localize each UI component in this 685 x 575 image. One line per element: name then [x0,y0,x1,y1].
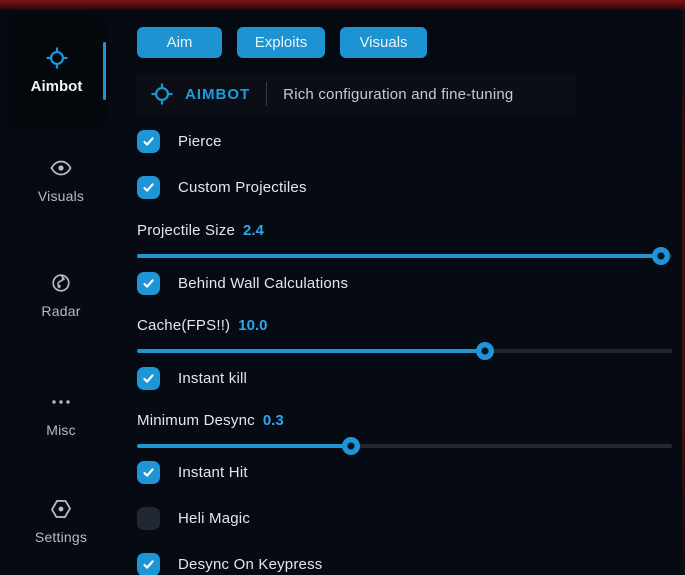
slider-label-row-cache-fps: Cache(FPS!!) 10.0 [137,317,267,335]
tab-exploits[interactable]: Exploits [237,27,325,58]
sidebar-item-aimbot[interactable]: Aimbot [8,14,105,127]
checkbox-row-heli-magic: Heli Magic [137,506,250,530]
checkbox-label: Heli Magic [178,509,251,527]
slider-track-cache-fps[interactable] [137,342,672,360]
slider-value: 0.3 [262,412,284,429]
checkbox-label: Behind Wall Calculations [178,274,349,292]
checkbox-heli-magic[interactable] [137,506,160,530]
sidebar-item-label: Aimbot [30,77,83,95]
sidebar-item-label: Misc [46,422,76,438]
checkbox-row-instant-kill: Instant kill [137,366,247,390]
slider-track-minimum-desync[interactable] [137,437,672,455]
slider-label: Cache(FPS!!) [137,317,231,334]
tab-visuals[interactable]: Visuals [340,27,427,58]
slider-fill [137,349,485,353]
sidebar-item-visuals[interactable]: Visuals [0,156,122,204]
slider-thumb-minimum-desync[interactable] [342,437,360,455]
eye-icon [49,156,73,180]
crosshair-icon [151,83,173,105]
checkbox-label: Custom Projectiles [178,178,307,196]
sidebar-item-radar[interactable]: Radar [0,271,122,319]
checkbox-label: Instant Hit [178,463,248,481]
tab-aim[interactable]: Aim [137,27,222,58]
gear-icon [49,497,73,521]
section-header: AIMBOT Rich configuration and fine-tunin… [137,74,575,114]
slider-fill [137,254,662,258]
checkbox-custom-projectiles[interactable] [137,175,160,199]
checkbox-row-instant-hit: Instant Hit [137,460,248,484]
checkbox-label: Instant kill [178,369,248,387]
checkbox-row-custom-projectiles: Custom Projectiles [137,175,307,199]
checkbox-instant-kill[interactable] [137,366,160,390]
slider-thumb-cache-fps[interactable] [475,342,494,360]
checkbox-row-desync-on-keypress: Desync On Keypress [137,552,323,575]
globe-icon [49,271,73,295]
sidebar-item-label: Radar [41,303,81,319]
checkbox-label: Pierce [178,132,222,150]
red-border-right [682,0,685,575]
section-title: AIMBOT [185,85,251,103]
slider-value: 2.4 [243,222,264,239]
dots-icon [49,390,73,414]
sidebar-item-label: Visuals [37,188,85,204]
slider-label: Projectile Size [137,222,236,239]
checkbox-pierce[interactable] [137,129,160,153]
slider-label-row-minimum-desync: Minimum Desync 0.3 [137,412,284,430]
sidebar-item-settings[interactable]: Settings [0,497,122,545]
checkbox-instant-hit[interactable] [137,460,160,484]
checkbox-label: Desync On Keypress [178,555,323,573]
checkbox-behind-wall-calculations[interactable] [137,271,160,295]
tab-bar: Aim Exploits Visuals [137,27,427,58]
active-indicator-bar [103,42,106,100]
checkbox-desync-on-keypress[interactable] [137,552,160,575]
slider-track-projectile-size[interactable] [137,247,672,265]
slider-label-row-projectile-size: Projectile Size 2.4 [137,222,264,240]
slider-fill [137,444,351,448]
sidebar-item-label: Settings [34,529,88,545]
checkbox-row-pierce: Pierce [137,129,222,153]
slider-value: 10.0 [238,317,268,334]
checkbox-row-behind-wall-calculations: Behind Wall Calculations [137,271,348,295]
header-divider [266,82,268,106]
red-border-top [0,0,685,10]
slider-thumb-projectile-size[interactable] [652,247,671,265]
sidebar-item-misc[interactable]: Misc [0,390,122,438]
sidebar-item-aimbot-selected-card: Aimbot [8,14,106,127]
sidebar: Aimbot Visuals Radar Misc Settings [0,10,122,575]
slider-label: Minimum Desync [137,412,255,429]
section-subtitle: Rich configuration and fine-tuning [283,85,514,103]
crosshair-icon [45,46,68,69]
